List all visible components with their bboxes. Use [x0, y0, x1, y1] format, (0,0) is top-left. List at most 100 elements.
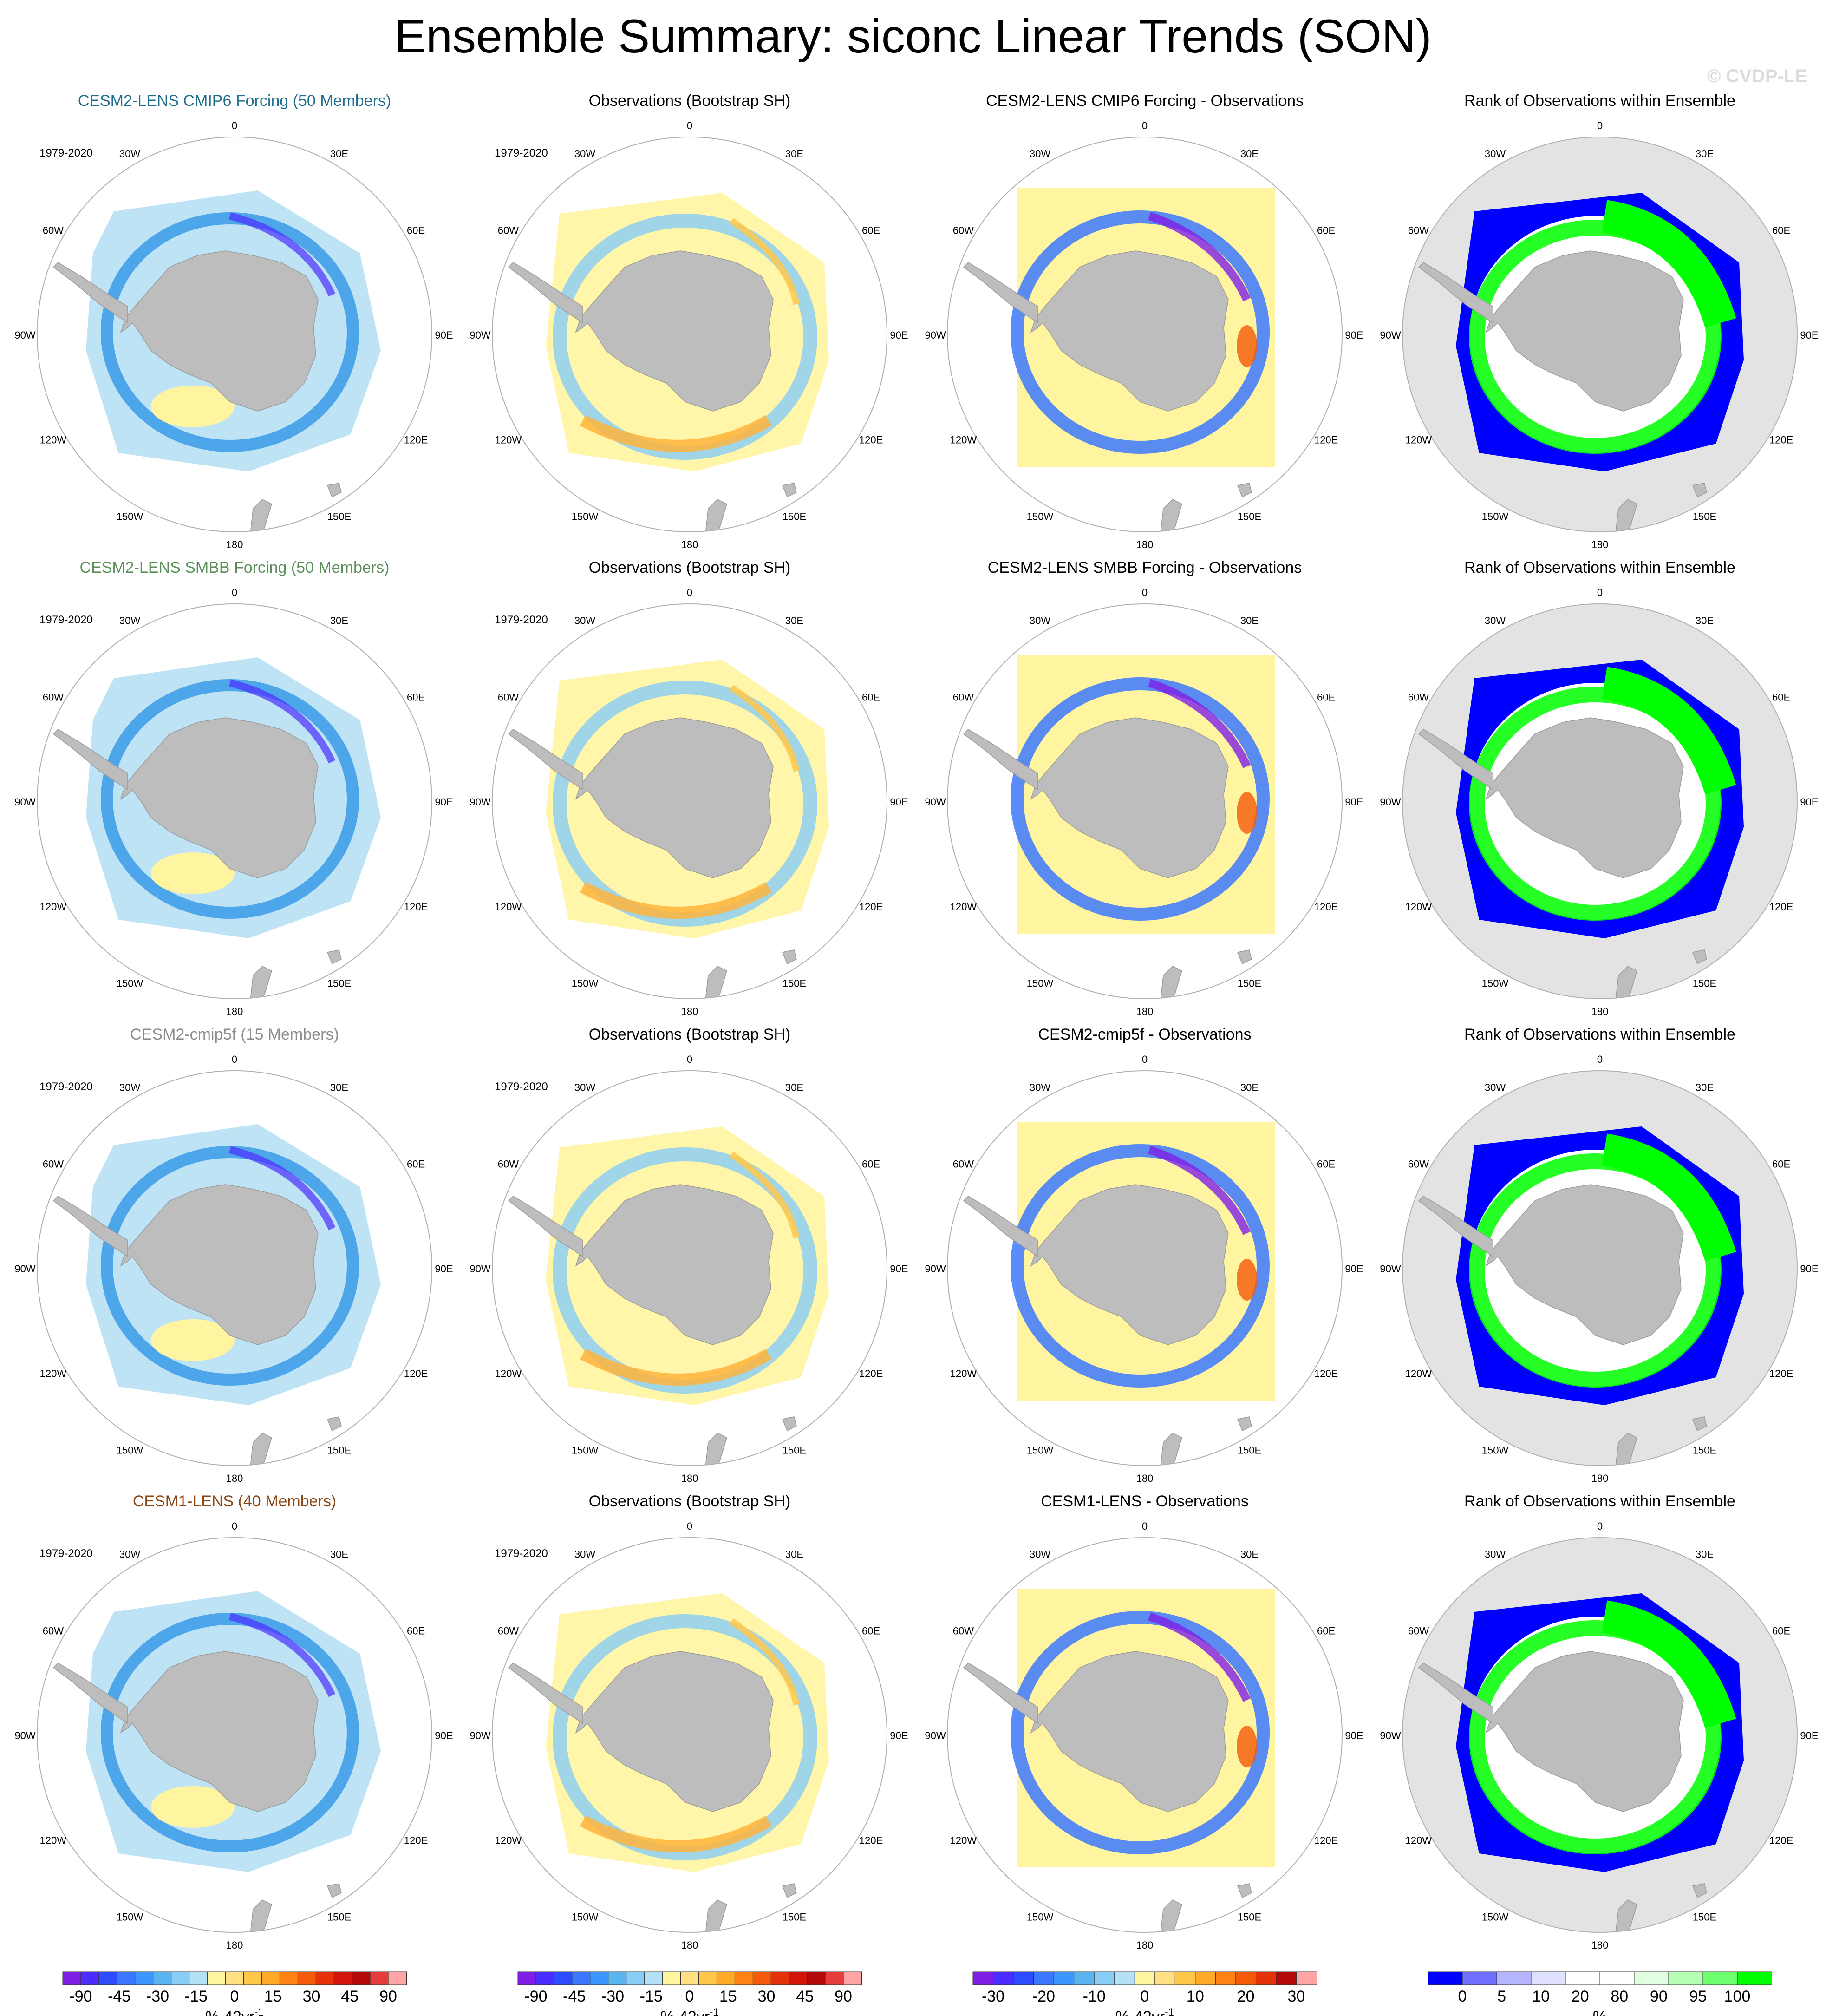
panel-title: CESM2-cmip5f (15 Members): [130, 1026, 339, 1043]
lon-label: 30E: [1240, 615, 1259, 626]
lon-label: 0: [1142, 1520, 1148, 1532]
antarctic-peninsula: [963, 1663, 1038, 1724]
new-zealand: [1613, 966, 1637, 999]
lon-label: 120E: [1314, 1835, 1338, 1846]
colorbar-swatch: [972, 1971, 994, 1985]
map-boundary-circle: [1402, 1070, 1798, 1466]
lon-label: 150W: [572, 511, 599, 523]
colorbar-tick: 45: [796, 1988, 814, 2005]
lon-label: 60E: [862, 225, 880, 236]
lon-label: 180: [1591, 1939, 1609, 1951]
lon-label: 0: [687, 1520, 692, 1532]
lon-label: 30E: [330, 1081, 348, 1093]
panel-diff-row2: CESM2-LENS SMBB Forcing - Observations 0 3…: [925, 559, 1363, 1017]
lon-label: 180: [1136, 1473, 1154, 1484]
lon-label: 150W: [1027, 511, 1054, 523]
lon-label: 180: [1591, 539, 1609, 550]
lon-label: 30W: [119, 148, 140, 159]
tasmania: [326, 1416, 342, 1432]
lon-label: 120E: [1769, 901, 1793, 913]
rank-high-band: [1469, 220, 1722, 454]
panel-title: CESM2-cmip5f - Observations: [1038, 1026, 1251, 1043]
colorbar-model: -90 -45 -30 -15 0 15 30 45 90 % 42yr-1: [62, 1971, 407, 2016]
lon-label: 180: [681, 539, 698, 550]
colorbar-tick: 80: [1611, 1988, 1628, 2005]
lon-label: 30W: [1485, 615, 1506, 626]
colorbar-swatch: [770, 1971, 790, 1985]
lon-label: 30W: [119, 1548, 140, 1560]
antarctica-landmass: [1485, 250, 1684, 412]
tasmania: [782, 1416, 797, 1432]
colorbar-swatch: [1033, 1971, 1055, 1985]
lon-label: 150E: [1238, 1445, 1261, 1456]
lon-label: 150E: [1693, 978, 1716, 989]
antarctica-landmass: [1030, 717, 1229, 878]
lon-label: 150E: [1238, 978, 1261, 989]
colorbar-swatch: [171, 1971, 190, 1985]
panel-title: CESM1-LENS (40 Members): [133, 1492, 336, 1510]
diff-strong-negative: [1148, 1612, 1251, 1702]
colorbar-swatch: [1702, 1971, 1738, 1985]
panel-obs-row2: Observations (Bootstrap SH) 0 30E 60E 90E 120…: [470, 559, 908, 1017]
lon-label: 90W: [14, 796, 35, 808]
tasmania: [1692, 949, 1707, 965]
lon-label: 90E: [890, 1730, 908, 1741]
colorbar-swatch: [993, 1971, 1014, 1985]
lon-label: 120W: [950, 1835, 977, 1846]
lon-label: 60W: [498, 225, 519, 236]
lon-label: 0: [1597, 1054, 1603, 1065]
new-zealand: [1158, 966, 1182, 999]
colorbar-swatch: [279, 1971, 299, 1985]
diff-negative-band: [1011, 210, 1270, 454]
lon-label: 60W: [498, 1625, 519, 1637]
lon-label: 60W: [43, 692, 64, 703]
lon-label: 150W: [117, 1445, 143, 1456]
colorbar-unit: % 42yr-1: [660, 2006, 718, 2016]
new-zealand: [248, 1433, 272, 1466]
lon-label: 0: [1597, 120, 1603, 131]
map-boundary-circle: [947, 1537, 1343, 1933]
lon-label: 90E: [1345, 796, 1363, 808]
diff-strong-negative: [1148, 679, 1251, 768]
lon-label: 120E: [859, 1368, 883, 1380]
lon-label: 60W: [1408, 692, 1429, 703]
antarctica-landmass: [120, 717, 319, 878]
obs-positive-streak: [730, 218, 800, 305]
lon-label: 180: [1136, 1939, 1154, 1951]
antarctic-peninsula: [963, 262, 1038, 324]
panel-title: Rank of Observations within Ensemble: [1464, 92, 1735, 110]
panel-model-row3: CESM2-cmip5f (15 Members) 0 30E 60E 90E 120E 1…: [14, 1026, 453, 1484]
lon-label: 90E: [1800, 1730, 1818, 1741]
panel-title: CESM2-LENS SMBB Forcing - Observations: [988, 559, 1302, 576]
lon-label: 90E: [1800, 1263, 1818, 1275]
tasmania: [782, 949, 797, 965]
lon-label: 0: [687, 1054, 692, 1065]
new-zealand: [1613, 499, 1637, 532]
lon-label: 150E: [1693, 511, 1716, 523]
new-zealand: [248, 966, 272, 999]
map-boundary-circle: [492, 603, 887, 999]
colorbar-tick: -15: [640, 1988, 663, 2005]
colorbar-swatch: [608, 1971, 627, 1985]
lon-label: 150W: [117, 511, 143, 523]
antarctic-peninsula: [52, 1663, 128, 1724]
tasmania: [1692, 1416, 1707, 1432]
tasmania: [1692, 483, 1707, 498]
south-america-tip: [947, 1616, 955, 1684]
lon-label: 30E: [1240, 148, 1259, 159]
lon-label: 60W: [953, 1625, 974, 1637]
antarctic-peninsula: [508, 1663, 583, 1724]
lon-label: 90W: [470, 1263, 490, 1275]
tasmania: [1692, 1883, 1707, 1898]
colorbar-swatch: [535, 1971, 554, 1985]
lon-label: 150E: [1238, 511, 1261, 523]
lon-label: 30E: [330, 1548, 348, 1560]
tasmania: [326, 483, 342, 498]
panel-title: Observations (Bootstrap SH): [589, 559, 791, 576]
diff-positive-spot: [1237, 325, 1257, 367]
lon-label: 30E: [785, 148, 803, 159]
colorbar-tick: -30: [601, 1988, 624, 2005]
colorbar-swatch: [135, 1971, 154, 1985]
map-boundary-circle: [492, 137, 887, 532]
tasmania: [782, 1883, 797, 1898]
